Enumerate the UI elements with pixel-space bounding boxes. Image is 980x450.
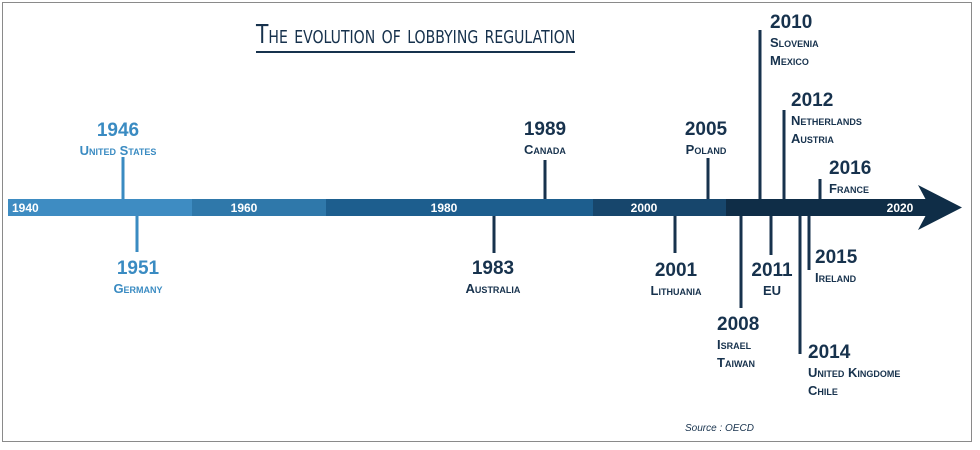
event-1983: 1983 Australia xyxy=(466,216,521,296)
segment-1940s xyxy=(8,199,192,216)
diagram-frame xyxy=(2,2,972,442)
event-year: 2012 xyxy=(791,90,833,111)
axis-tick-label: 1980 xyxy=(431,201,458,215)
event-2016: 2016 France xyxy=(818,158,871,199)
event-country: Ireland xyxy=(815,270,857,285)
event-2010: 2010 Slovenia Mexico xyxy=(758,12,819,199)
event-2015: 2015 Ireland xyxy=(807,216,858,285)
event-2005: 2005 Poland xyxy=(685,119,728,199)
axis-tick-label: 2020 xyxy=(887,201,914,215)
event-country: Lithuania xyxy=(651,283,702,298)
event-2008: 2008 Israel Taiwan xyxy=(717,216,759,370)
segment-2010s xyxy=(726,199,930,216)
segment-1960s xyxy=(192,199,326,216)
event-country: United Kingdome xyxy=(808,365,900,380)
event-country: Chile xyxy=(808,383,838,398)
event-year: 2016 xyxy=(829,158,871,179)
event-country: Israel xyxy=(717,337,752,352)
axis-tick-label: 1960 xyxy=(231,201,258,215)
segment-1980s xyxy=(326,199,593,216)
event-year: 2010 xyxy=(770,12,812,33)
event-country: EU xyxy=(763,283,781,298)
event-country: Germany xyxy=(113,281,162,296)
event-2014: 2014 United Kingdome Chile xyxy=(798,216,900,398)
axis-tick-label: 2000 xyxy=(631,201,658,215)
event-country: Poland xyxy=(686,142,727,157)
event-country: France xyxy=(829,181,869,196)
event-year: 1946 xyxy=(97,120,139,141)
event-country: United States xyxy=(80,143,157,158)
event-country: Austria xyxy=(791,131,834,146)
event-1989: 1989 Canada xyxy=(524,119,566,199)
event-country: Australia xyxy=(466,281,521,296)
diagram-title: The evolution of lobbying regulation xyxy=(256,20,576,53)
event-country: Slovenia xyxy=(770,35,819,50)
event-year: 1951 xyxy=(117,258,160,279)
event-year: 1983 xyxy=(472,258,514,279)
event-1946: 1946 United States xyxy=(80,120,157,199)
event-country: Netherlands xyxy=(791,113,862,128)
event-2011: 2011 EU xyxy=(751,216,793,298)
event-year: 2015 xyxy=(815,247,858,268)
event-year: 2011 xyxy=(751,260,793,281)
timeline-arrow-head xyxy=(918,185,962,230)
event-year: 1989 xyxy=(524,119,566,140)
axis-tick-label: 1940 xyxy=(12,201,39,215)
source-note: Source : OECD xyxy=(685,423,754,434)
event-2012: 2012 Netherlands Austria xyxy=(782,90,862,199)
event-country: Mexico xyxy=(770,53,809,68)
event-country: Taiwan xyxy=(717,355,755,370)
segment-2000s xyxy=(593,199,726,216)
event-year: 2001 xyxy=(655,260,698,281)
event-1951: 1951 Germany xyxy=(113,216,163,296)
event-2001: 2001 Lithuania xyxy=(651,216,702,298)
event-year: 2005 xyxy=(685,119,728,140)
event-country: Canada xyxy=(524,142,566,157)
event-year: 2008 xyxy=(717,314,759,335)
event-year: 2014 xyxy=(808,342,851,363)
